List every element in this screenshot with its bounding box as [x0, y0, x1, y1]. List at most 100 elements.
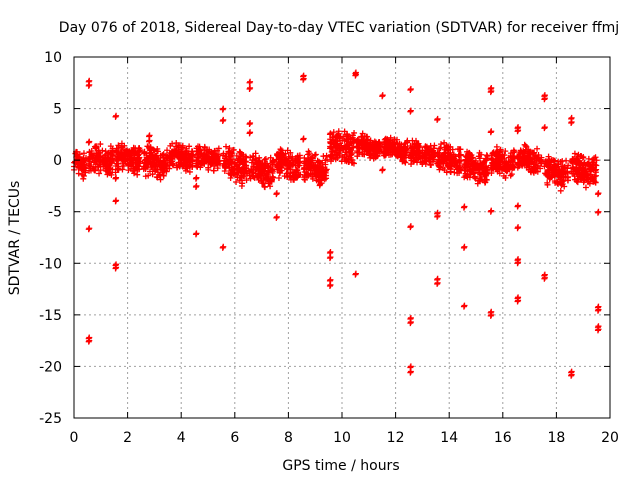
data-point	[545, 166, 552, 173]
data-point	[412, 151, 419, 158]
data-point	[247, 120, 254, 127]
data-point	[483, 156, 490, 163]
data-point	[157, 158, 164, 165]
data-point	[572, 176, 579, 183]
data-point	[559, 168, 566, 175]
data-point	[303, 172, 310, 179]
data-point	[220, 243, 227, 250]
data-points	[71, 69, 602, 379]
data-point	[126, 148, 133, 155]
data-point	[430, 147, 437, 154]
axis-ticks	[73, 56, 611, 419]
data-point	[386, 139, 393, 146]
data-point	[233, 152, 240, 159]
data-point	[327, 254, 334, 261]
y-tick-label: -5	[48, 205, 62, 221]
data-point	[530, 161, 537, 168]
data-point	[115, 165, 122, 172]
data-point	[302, 162, 309, 169]
data-point	[407, 85, 414, 92]
data-point	[130, 144, 137, 151]
data-point	[257, 163, 264, 170]
data-point	[311, 152, 318, 159]
data-point	[394, 153, 401, 160]
data-point	[247, 154, 254, 161]
data-point	[461, 243, 468, 250]
x-tick-label: 0	[70, 430, 79, 446]
data-point	[256, 154, 263, 161]
data-point	[544, 158, 551, 165]
data-point	[593, 162, 600, 169]
data-point	[583, 170, 590, 177]
data-point	[153, 148, 160, 155]
data-point	[363, 142, 370, 149]
data-point	[481, 176, 488, 183]
data-point	[186, 168, 193, 175]
data-point	[95, 147, 102, 154]
data-point	[289, 155, 296, 162]
data-point	[571, 150, 578, 157]
data-point	[408, 149, 415, 156]
data-point	[235, 165, 242, 172]
data-point	[428, 161, 435, 168]
data-point	[284, 173, 291, 180]
data-point	[159, 152, 166, 159]
data-point	[507, 172, 514, 179]
data-point	[577, 176, 584, 183]
data-point	[283, 160, 290, 167]
data-point	[97, 141, 104, 148]
data-point	[349, 159, 356, 166]
data-point	[462, 170, 469, 177]
data-point	[208, 160, 215, 167]
data-point	[86, 138, 93, 145]
data-point	[370, 155, 377, 162]
data-point	[181, 154, 188, 161]
data-point	[160, 163, 167, 170]
data-point	[471, 174, 478, 181]
data-point	[113, 160, 120, 167]
data-point	[261, 183, 268, 190]
data-point	[193, 147, 200, 154]
data-point	[364, 133, 371, 140]
data-point	[336, 151, 343, 158]
data-point	[488, 128, 495, 135]
data-point	[469, 154, 476, 161]
data-point	[88, 147, 95, 154]
data-point	[489, 160, 496, 167]
data-point	[580, 177, 587, 184]
data-point	[447, 168, 454, 175]
y-tick-label: -20	[39, 359, 62, 375]
data-point	[179, 142, 186, 149]
data-point	[525, 146, 532, 153]
data-point	[570, 165, 577, 172]
data-point	[312, 171, 319, 178]
data-point	[570, 170, 577, 177]
data-point	[144, 143, 151, 150]
data-point	[178, 146, 185, 153]
data-point	[229, 166, 236, 173]
data-point	[359, 150, 366, 157]
data-point	[152, 153, 159, 160]
data-point	[277, 156, 284, 163]
data-point	[284, 147, 291, 154]
data-point	[113, 264, 120, 271]
data-point	[352, 270, 359, 277]
data-point	[267, 178, 274, 185]
data-point	[320, 153, 327, 160]
data-point	[259, 179, 266, 186]
data-point	[223, 143, 230, 150]
data-point	[230, 146, 237, 153]
data-point	[436, 163, 443, 170]
data-point	[359, 133, 366, 140]
data-point	[474, 180, 481, 187]
data-point	[113, 112, 120, 119]
data-point	[221, 157, 228, 164]
data-point	[488, 311, 495, 318]
data-point	[476, 155, 483, 162]
y-tick-label: 0	[53, 153, 62, 169]
data-point	[538, 154, 545, 161]
data-point	[557, 187, 564, 194]
data-point	[391, 149, 398, 156]
data-point	[149, 158, 156, 165]
data-point	[420, 159, 427, 166]
